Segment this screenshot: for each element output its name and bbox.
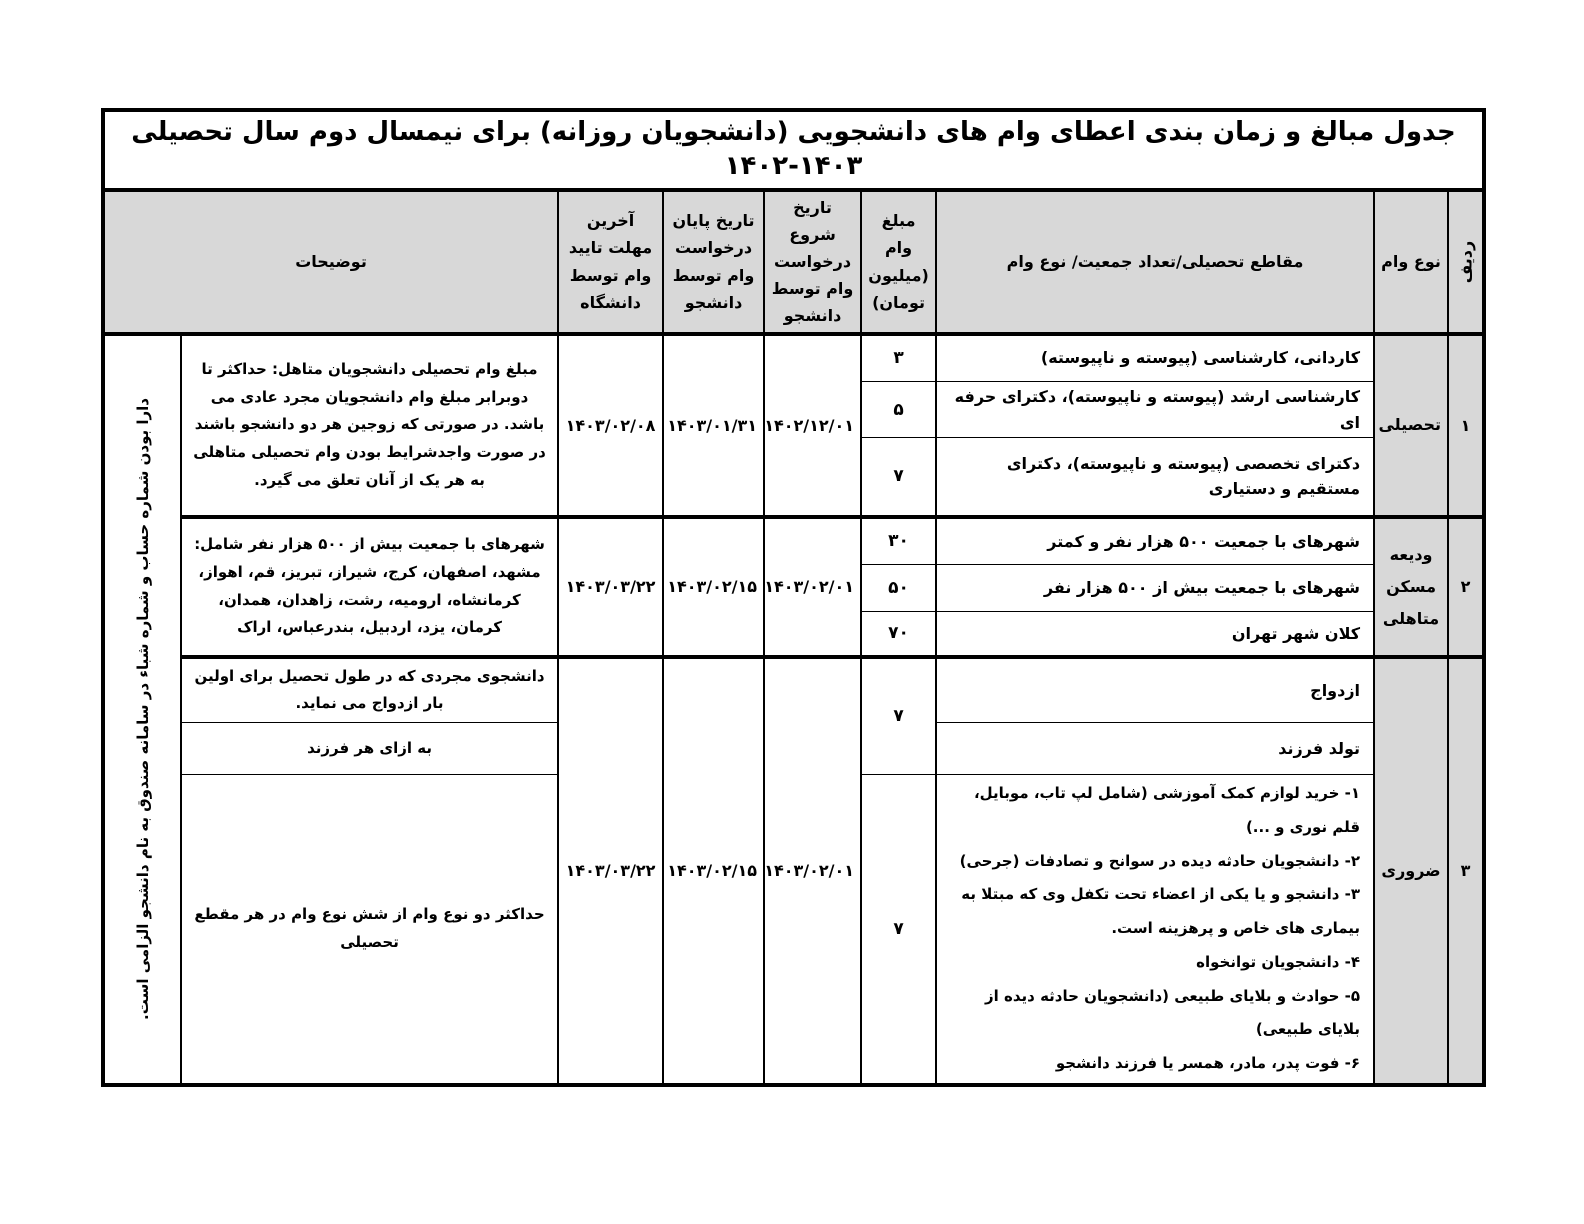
row-number-cell: ۳ — [1447, 654, 1486, 1086]
row-number-cell: ۲ — [1447, 514, 1486, 658]
approve-deadline-cell: ۱۴۰۳/۰۲/۰۸ — [557, 333, 665, 518]
list-item: ۳- دانشجو و یا یکی از اعضاء تحت تکفل وی … — [961, 885, 1361, 938]
list-item: ۵- حوادث و بلایای طبیعی (دانشجویان حادثه… — [985, 986, 1361, 1039]
list-item: ۲- دانشجویان حادثه دیده در سوانح و تصادف… — [959, 851, 1361, 870]
table-title: جدول مبالغ و زمان بندی اعطای وام های دان… — [101, 109, 1486, 192]
list-item: ۱- خرید لوازم کمک آموزشی (شامل لپ تاب، م… — [973, 784, 1361, 836]
row-number-cell: ۱ — [1447, 333, 1486, 518]
approve-deadline-cell: ۱۴۰۳/۰۳/۲۲ — [557, 514, 665, 658]
col-header-notes: توضیحات — [101, 189, 560, 336]
amount-cell: ۵ — [860, 381, 938, 439]
col-header-levels: مقاطع تحصیلی/تعداد جمعیت/ نوع وام — [935, 189, 1376, 336]
col-header-amount: مبلغ وام (میلیون تومان) — [860, 189, 938, 336]
side-note-text: دارا بودن شماره حساب و شماره شباء در سام… — [133, 398, 152, 1021]
row-number-header-label: ردیف — [1455, 240, 1475, 283]
side-note-cell: دارا بودن شماره حساب و شماره شباء در سام… — [101, 333, 183, 1086]
level-cell: ازدواج — [935, 654, 1376, 724]
approve-deadline-cell: ۱۴۰۳/۰۳/۲۲ — [557, 654, 665, 1086]
loan-type-cell: ضروری — [1373, 654, 1450, 1086]
amount-cell: ۷ — [860, 774, 938, 1086]
loan-schedule-table: جدول مبالغ و زمان بندی اعطای وام های دان… — [101, 108, 1487, 1087]
col-header-row-number: ردیف — [1447, 189, 1486, 336]
level-cell: شهرهای با جمعیت بیش از ۵۰۰ هزار نفر — [935, 564, 1376, 613]
end-date-cell: ۱۴۰۳/۰۲/۱۵ — [662, 654, 766, 1086]
end-date-cell: ۱۴۰۳/۰۱/۳۱ — [662, 333, 766, 518]
list-item: ۴- دانشجویان توانخواه — [1196, 952, 1361, 971]
amount-cell: ۷ — [860, 437, 938, 518]
level-cell: کارشناسی ارشد (پیوسته و ناپیوسته)، دکترا… — [935, 381, 1376, 439]
notes-cell: مبلغ وام تحصیلی دانشجویان متاهل: حداکثر … — [180, 333, 560, 518]
list-item: ۶- فوت پدر، مادر، همسر یا فرزند دانشجو — [1055, 1054, 1361, 1073]
essential-loan-list-cell: ۱- خرید لوازم کمک آموزشی (شامل لپ تاب، م… — [935, 774, 1376, 1086]
level-cell: تولد فرزند — [935, 722, 1376, 776]
col-header-loan-type: نوع وام — [1373, 189, 1450, 336]
col-header-approve-deadline: آخرین مهلت تایید وام توسط دانشگاه — [557, 189, 665, 336]
level-cell: شهرهای با جمعیت ۵۰۰ هزار نفر و کمتر — [935, 514, 1376, 566]
col-header-start-date: تاریخ شروع درخواست وام توسط دانشجو — [763, 189, 863, 336]
notes-cell: شهرهای با جمعیت بیش از ۵۰۰ هزار نفر شامل… — [180, 514, 560, 658]
level-cell: کلان شهر تهران — [935, 611, 1376, 658]
end-date-cell: ۱۴۰۳/۰۲/۱۵ — [662, 514, 766, 658]
notes-cell: به ازای هر فرزند — [180, 722, 560, 776]
amount-cell: ۷۰ — [860, 611, 938, 658]
start-date-cell: ۱۴۰۳/۰۲/۰۱ — [763, 514, 863, 658]
notes-cell: دانشجوی مجردی که در طول تحصیل برای اولین… — [180, 654, 560, 724]
col-header-end-date: تاریخ پایان درخواست وام توسط دانشجو — [662, 189, 766, 336]
amount-cell: ۷ — [860, 654, 938, 776]
amount-cell: ۳۰ — [860, 514, 938, 566]
amount-cell: ۳ — [860, 333, 938, 383]
level-cell: دکترای تخصصی (پیوسته و ناپیوسته)، دکترای… — [935, 437, 1376, 518]
level-cell: کاردانی، کارشناسی (پیوسته و ناپیوسته) — [935, 333, 1376, 383]
notes-cell: حداکثر دو نوع وام از شش نوع وام در هر مق… — [180, 774, 560, 1086]
start-date-cell: ۱۴۰۲/۱۲/۰۱ — [763, 333, 863, 518]
amount-cell: ۵۰ — [860, 564, 938, 613]
loan-type-cell: تحصیلی — [1373, 333, 1450, 518]
start-date-cell: ۱۴۰۳/۰۲/۰۱ — [763, 654, 863, 1086]
loan-type-cell: ودیعه مسکن متاهلی — [1373, 514, 1450, 658]
